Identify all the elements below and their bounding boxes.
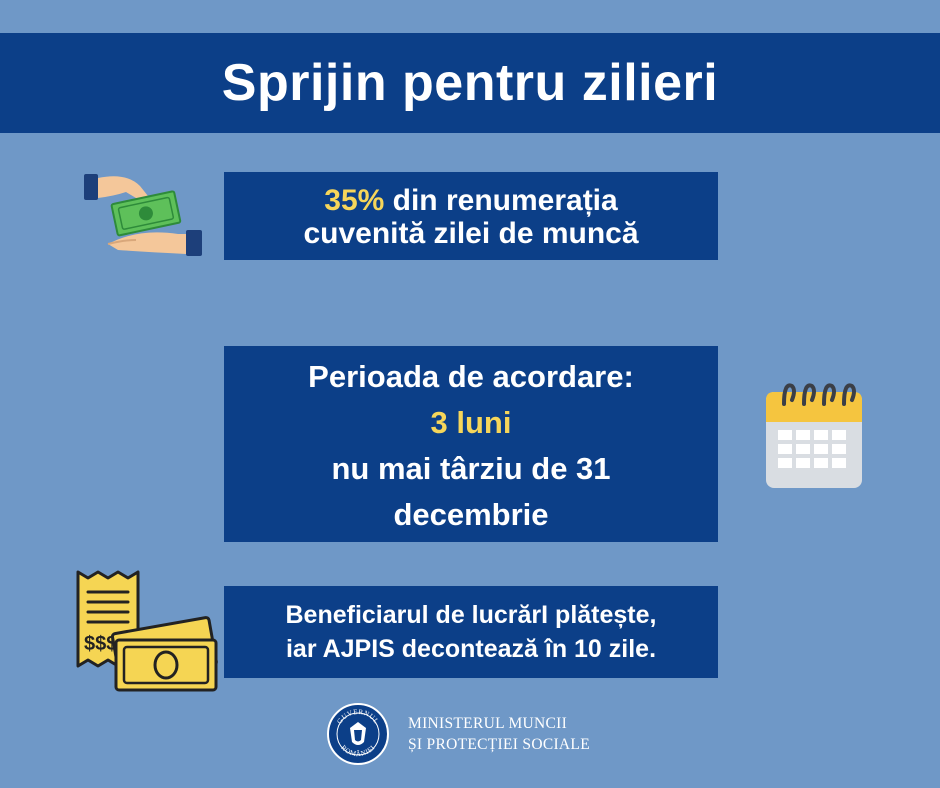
receipt-cash-icon: $$$ — [76, 570, 218, 692]
period-duration: 3 luni — [430, 405, 512, 440]
government-seal-icon: GUVERNUL ROMÂNIEI — [327, 703, 389, 765]
period-card: Perioada de acordare: 3 luni nu mai târz… — [224, 346, 718, 542]
pay-line-1: 35% din renumerația — [224, 184, 718, 217]
calendar-icon — [766, 383, 862, 488]
pay-line-2: cuvenită zilei de muncă — [303, 217, 639, 250]
svg-text:ROMÂNIEI: ROMÂNIEI — [339, 744, 376, 759]
payment-line-1: Beneficiarul de lucrărI plătește, — [285, 601, 657, 629]
ministry-name: MINISTERUL MUNCII ȘI PROTECȚIEI SOCIALE — [408, 713, 590, 755]
money-hand-icon — [84, 174, 202, 256]
period-deadline-line-2: decembrie — [393, 497, 549, 532]
pay-percentage-card: 35% din renumerația cuvenită zilei de mu… — [224, 172, 718, 260]
svg-text:$$$: $$$ — [84, 633, 117, 655]
pay-line-1-text: din renumerația — [384, 184, 618, 217]
pay-percent: 35% — [324, 184, 385, 217]
ministry-line-1: MINISTERUL MUNCII — [408, 715, 568, 732]
ministry-line-2: ȘI PROTECȚIEI SOCIALE — [408, 736, 590, 753]
header-banner: Sprijin pentru zilieri — [0, 33, 940, 133]
page-title: Sprijin pentru zilieri — [221, 54, 719, 112]
payment-line-2: iar AJPIS decontează în 10 zile. — [285, 635, 657, 663]
payment-card: Beneficiarul de lucrărI plătește, iar AJ… — [224, 586, 718, 678]
period-deadline-line-1: nu mai târziu de 31 — [331, 451, 611, 486]
period-label: Perioada de acordare: — [308, 359, 634, 394]
ministry-footer: GUVERNUL ROMÂNIEI MINISTERUL MUNCII ȘI P… — [326, 702, 590, 766]
